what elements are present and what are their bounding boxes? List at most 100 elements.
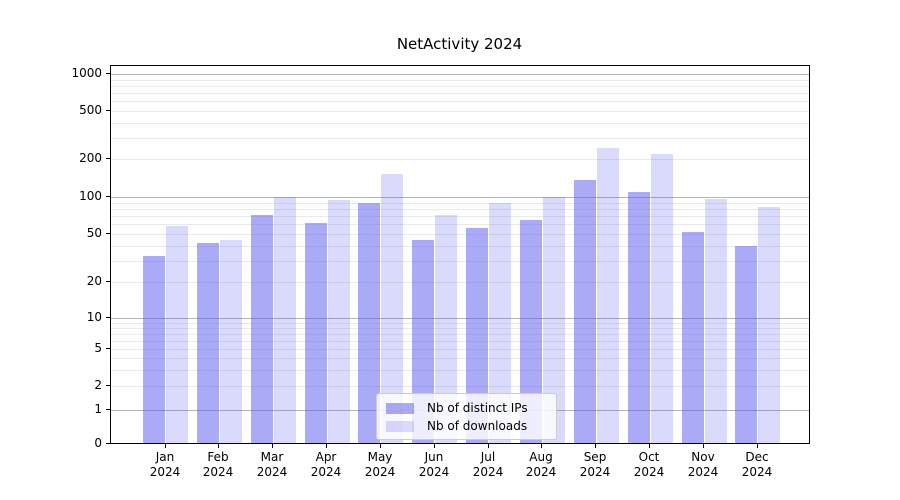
minor-gridline <box>111 224 809 225</box>
y-tick-mark <box>106 110 110 111</box>
minor-gridline <box>111 80 809 81</box>
minor-gridline <box>111 86 809 87</box>
legend-label-distinct-ips: Nb of distinct IPs <box>427 401 528 415</box>
bar-jan-distinct-ips <box>143 256 165 443</box>
minor-gridline <box>111 216 809 217</box>
x-tick-mark <box>703 444 704 448</box>
bar-dec-downloads <box>758 207 780 443</box>
bar-dec-distinct-ips <box>735 246 757 443</box>
y-tick-mark <box>106 348 110 349</box>
y-tick-label: 50 <box>86 226 102 240</box>
y-tick-mark <box>106 281 110 282</box>
bar-nov-distinct-ips <box>682 232 704 443</box>
minor-gridline <box>111 246 809 247</box>
y-tick-label: 10 <box>86 310 102 324</box>
y-tick-mark <box>106 233 110 234</box>
x-tick-label-jun: Jun 2024 <box>418 450 450 479</box>
legend-label-downloads: Nb of downloads <box>427 419 528 433</box>
x-tick-mark <box>757 444 758 448</box>
minor-gridline <box>111 123 809 124</box>
x-tick-mark <box>434 444 435 448</box>
y-tick-mark <box>106 385 110 386</box>
x-tick-mark <box>595 444 596 448</box>
minor-gridline <box>111 334 809 335</box>
x-tick-label-aug: Aug 2024 <box>525 450 557 479</box>
y-tick-mark <box>106 317 110 318</box>
x-tick-label-feb: Feb 2024 <box>202 450 234 479</box>
x-tick-label-dec: Dec 2024 <box>741 450 773 479</box>
y-tick-mark <box>106 196 110 197</box>
bar-may-distinct-ips <box>358 203 380 443</box>
bar-feb-distinct-ips <box>197 243 219 443</box>
minor-gridline <box>111 282 809 283</box>
x-tick-label-mar: Mar 2024 <box>256 450 288 479</box>
minor-gridline <box>111 203 809 204</box>
bar-mar-downloads <box>274 197 296 443</box>
bar-apr-distinct-ips <box>305 223 327 443</box>
bar-jul-downloads <box>489 203 511 443</box>
x-tick-mark <box>272 444 273 448</box>
y-tick-label: 1000 <box>71 66 102 80</box>
bar-sep-downloads <box>597 148 619 443</box>
x-tick-label-nov: Nov 2024 <box>687 450 719 479</box>
x-tick-mark <box>649 444 650 448</box>
x-tick-mark <box>326 444 327 448</box>
bar-oct-downloads <box>651 154 673 443</box>
minor-gridline <box>111 358 809 359</box>
y-tick-label: 100 <box>79 189 102 203</box>
minor-gridline <box>111 370 809 371</box>
minor-gridline <box>111 159 809 160</box>
bar-feb-downloads <box>220 240 242 443</box>
x-tick-label-may: May 2024 <box>364 450 396 479</box>
bar-jul-distinct-ips <box>466 228 488 443</box>
x-tick-mark <box>488 444 489 448</box>
legend-swatch-downloads <box>386 420 414 432</box>
chart-title: NetActivity 2024 <box>396 35 523 53</box>
minor-gridline <box>111 234 809 235</box>
major-gridline <box>111 74 809 75</box>
x-tick-label-oct: Oct 2024 <box>633 450 665 479</box>
x-tick-label-sep: Sep 2024 <box>579 450 611 479</box>
x-tick-mark <box>380 444 381 448</box>
minor-gridline <box>111 349 809 350</box>
y-tick-label: 200 <box>79 151 102 165</box>
bar-mar-distinct-ips <box>251 215 273 443</box>
legend-row-downloads: Nb of downloads <box>386 417 547 435</box>
bar-nov-downloads <box>705 199 727 443</box>
minor-gridline <box>111 111 809 112</box>
y-tick-label: 1 <box>94 402 102 416</box>
minor-gridline <box>111 138 809 139</box>
y-tick-label: 2 <box>94 378 102 392</box>
legend-swatch-distinct-ips <box>386 402 414 414</box>
y-tick-label: 5 <box>94 341 102 355</box>
bar-may-downloads <box>381 174 403 443</box>
y-tick-label: 500 <box>79 103 102 117</box>
major-gridline <box>111 318 809 319</box>
minor-gridline <box>111 341 809 342</box>
y-tick-mark <box>106 443 110 444</box>
bar-jan-downloads <box>166 226 188 443</box>
minor-gridline <box>111 209 809 210</box>
x-tick-mark <box>218 444 219 448</box>
bar-aug-distinct-ips <box>520 220 542 443</box>
y-tick-mark <box>106 409 110 410</box>
bar-aug-downloads <box>543 197 565 443</box>
minor-gridline <box>111 261 809 262</box>
bar-jun-downloads <box>435 215 457 443</box>
x-tick-label-apr: Apr 2024 <box>310 450 342 479</box>
minor-gridline <box>111 101 809 102</box>
major-gridline <box>111 197 809 198</box>
minor-gridline <box>111 328 809 329</box>
bar-oct-distinct-ips <box>628 192 650 443</box>
x-tick-mark <box>165 444 166 448</box>
legend-row-distinct-ips: Nb of distinct IPs <box>386 399 547 417</box>
minor-gridline <box>111 93 809 94</box>
plot-area <box>110 65 810 444</box>
y-tick-mark <box>106 158 110 159</box>
x-tick-label-jul: Jul 2024 <box>472 450 504 479</box>
y-tick-mark <box>106 73 110 74</box>
x-tick-mark <box>541 444 542 448</box>
bar-jun-distinct-ips <box>412 240 434 443</box>
minor-gridline <box>111 386 809 387</box>
